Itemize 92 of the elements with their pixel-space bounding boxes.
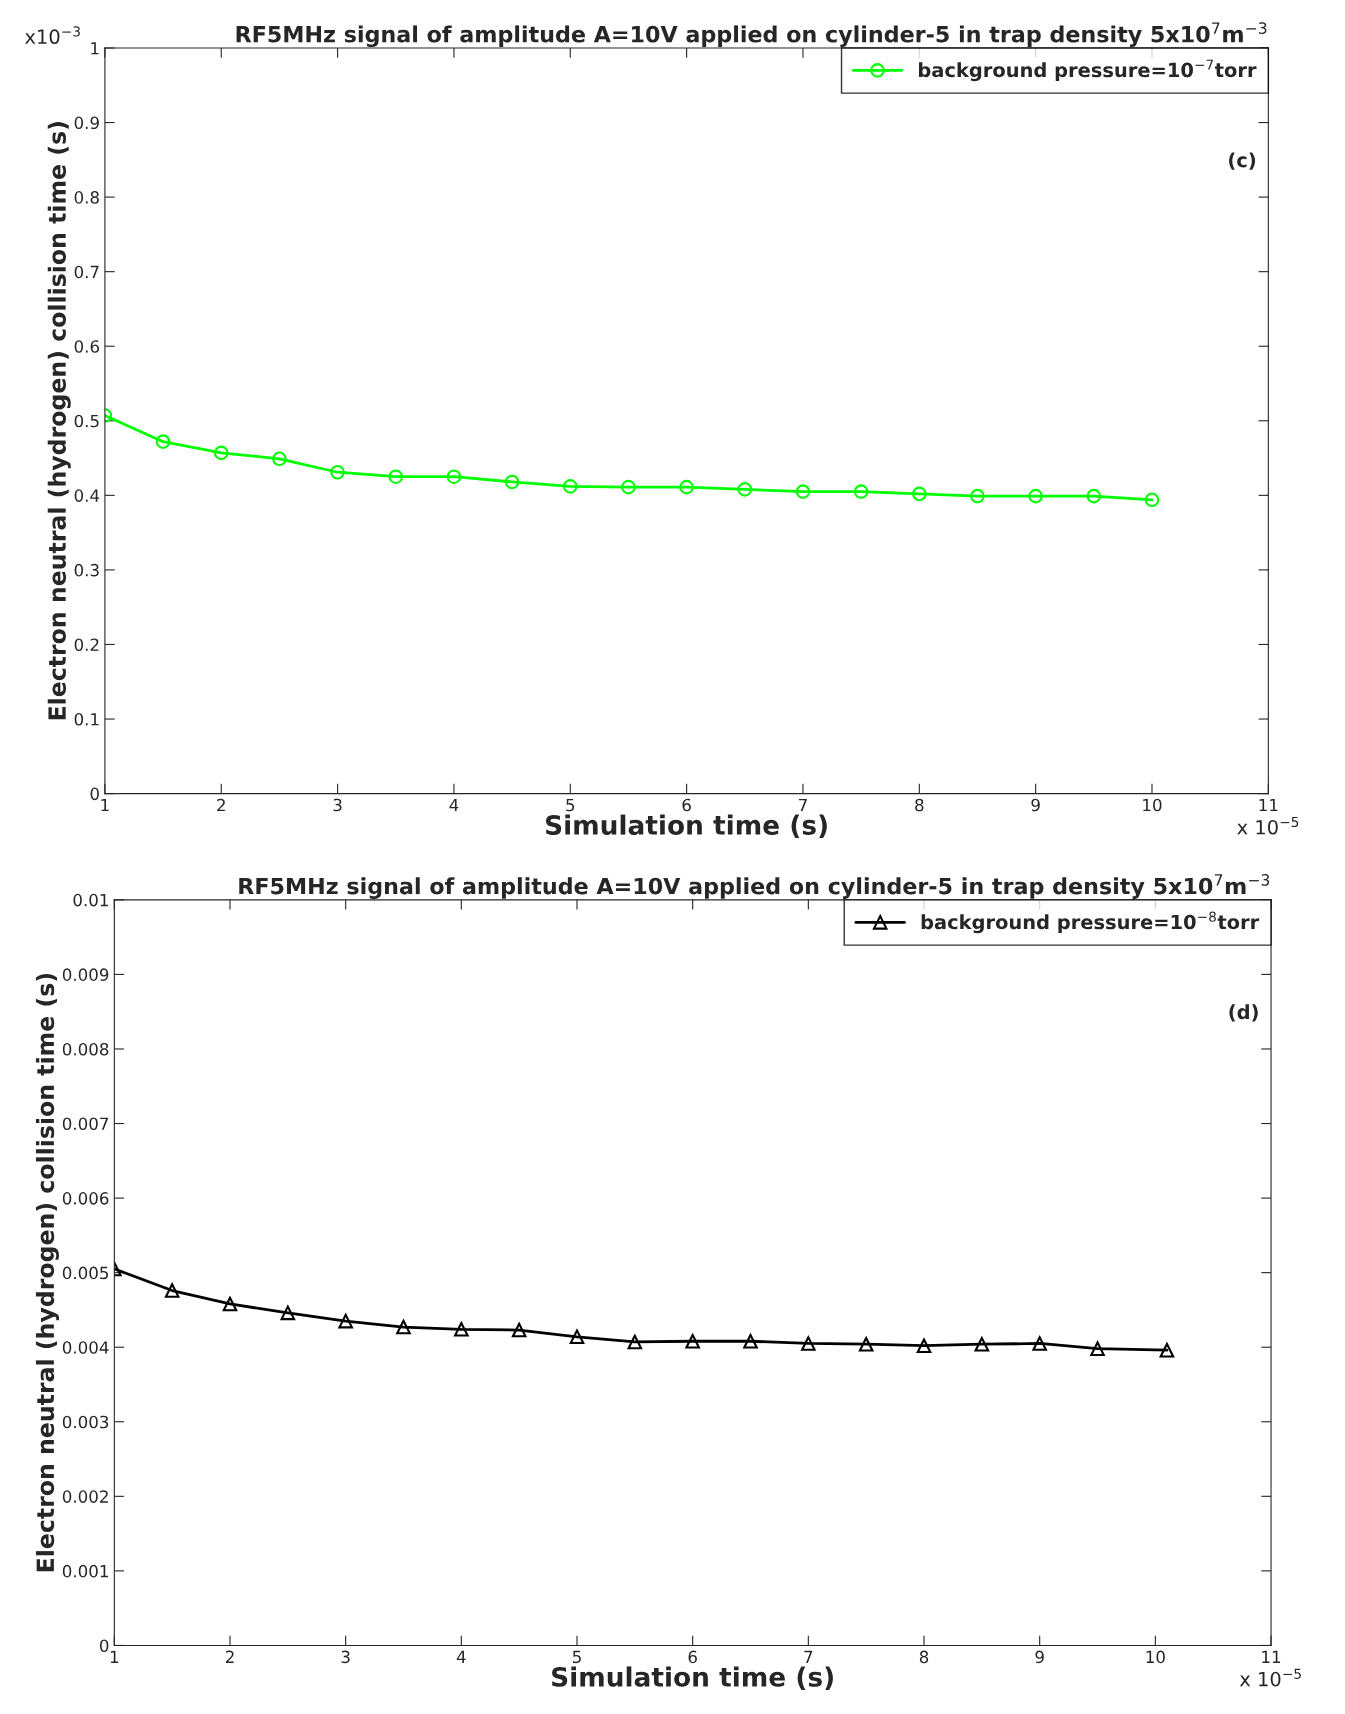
point bbox=[272, 451, 287, 467]
y-tick-label: 0 bbox=[90, 787, 99, 801]
x-tick-label: 5 bbox=[566, 798, 575, 812]
point bbox=[155, 434, 171, 449]
y-tick-label: 0.1 bbox=[74, 712, 99, 726]
y-tick-label: 0.006 bbox=[62, 1192, 109, 1205]
x-tick-label: 8 bbox=[919, 1650, 929, 1664]
point bbox=[1028, 488, 1043, 504]
y-axis-title: Electron neutral (hydrogen) collision time (s) bbox=[47, 122, 71, 720]
y-tick-label: 0.9 bbox=[74, 116, 99, 130]
chart-title: RF5MHz signal of amplitude A=10V applied on cylinder-5 in trap density 5x10$^{7}$m$^{−3}$ bbox=[239, 874, 1270, 899]
y-tick-label: 0.003 bbox=[62, 1415, 109, 1429]
text: x 10$^{−5}$ bbox=[1239, 1668, 1301, 1687]
point bbox=[454, 1322, 469, 1337]
x-tick-label: 11 bbox=[1259, 798, 1278, 812]
point bbox=[1144, 492, 1160, 508]
y-tick-label: 0.004 bbox=[62, 1341, 109, 1354]
x-axis-title: Simulation time (s) bbox=[552, 1666, 833, 1690]
point bbox=[853, 484, 869, 499]
x-tick-label: 9 bbox=[1035, 1650, 1044, 1664]
y-tick-label: 0.01 bbox=[73, 893, 108, 907]
x-tick-label: 7 bbox=[799, 798, 807, 812]
point bbox=[164, 1283, 180, 1298]
point bbox=[213, 445, 229, 461]
legend-label: background pressure=10$^{−7}$torr bbox=[919, 59, 1257, 82]
point bbox=[1090, 1341, 1105, 1356]
point bbox=[1032, 1336, 1047, 1351]
point bbox=[446, 469, 462, 484]
y-tick-label: 0.2 bbox=[74, 638, 99, 652]
y-tick-label: 0.007 bbox=[62, 1117, 109, 1131]
y-tick-label: 0.5 bbox=[74, 414, 99, 428]
point bbox=[511, 1322, 527, 1338]
point bbox=[737, 482, 753, 497]
y-tick-label: 0.002 bbox=[62, 1490, 108, 1503]
y-tick-label: 0.8 bbox=[74, 191, 99, 204]
x-tick-label: 1 bbox=[110, 1650, 119, 1663]
x-tick-label: 5 bbox=[572, 1650, 581, 1664]
point bbox=[916, 1338, 932, 1353]
point bbox=[504, 474, 520, 490]
point bbox=[330, 464, 345, 480]
point bbox=[970, 488, 985, 504]
point bbox=[562, 479, 578, 494]
text: x10$^{−3}$ bbox=[25, 26, 80, 45]
point bbox=[338, 1313, 353, 1329]
x-axis-title: Simulation time (s) bbox=[546, 814, 827, 839]
legend-label: background pressure=10$^{−8}$torr bbox=[921, 911, 1260, 934]
x-tick-label: 10 bbox=[1146, 1650, 1165, 1664]
x-tick-label: 9 bbox=[1031, 798, 1040, 812]
point bbox=[685, 1333, 700, 1349]
x-tick-label: 11 bbox=[1262, 1650, 1281, 1663]
x-tick-label: 8 bbox=[915, 798, 924, 812]
x-tick-label: 7 bbox=[804, 1650, 813, 1663]
x-tick-label: 2 bbox=[225, 1650, 234, 1663]
point bbox=[280, 1305, 296, 1321]
text: x 10$^{−5}$ bbox=[1237, 816, 1299, 835]
point bbox=[1159, 1342, 1175, 1358]
annotation: (c) bbox=[1229, 152, 1256, 170]
point bbox=[396, 1319, 411, 1335]
x-tick-label: 4 bbox=[449, 798, 459, 812]
annotation: (d) bbox=[1229, 1004, 1258, 1022]
point bbox=[974, 1336, 990, 1352]
point bbox=[858, 1336, 874, 1352]
x-tick-label: 2 bbox=[217, 798, 225, 812]
x-tick-label: 4 bbox=[456, 1650, 466, 1663]
y-tick-label: 0.009 bbox=[62, 968, 109, 981]
point bbox=[621, 479, 636, 495]
point bbox=[222, 1296, 238, 1312]
x-tick-label: 6 bbox=[682, 798, 691, 812]
x-tick-label: 6 bbox=[688, 1650, 697, 1664]
y-tick-label: 0 bbox=[99, 1639, 109, 1653]
point bbox=[679, 479, 694, 495]
point bbox=[627, 1334, 643, 1350]
x-tick-label: 3 bbox=[341, 1650, 350, 1664]
y-tick-label: 0.001 bbox=[62, 1564, 108, 1578]
x-tick-label: 3 bbox=[333, 798, 342, 812]
point bbox=[912, 486, 927, 502]
y-tick-label: 0.6 bbox=[74, 340, 99, 353]
point bbox=[388, 469, 404, 484]
point bbox=[569, 1329, 585, 1345]
chart-title: RF5MHz signal of amplitude A=10V applied on cylinder-5 in trap density 5x10$^{7}$m$^{−3}$ bbox=[236, 22, 1267, 48]
y-tick-label: 0.4 bbox=[74, 489, 100, 502]
y-tick-label: 0.3 bbox=[74, 563, 99, 577]
x-tick-label: 10 bbox=[1143, 798, 1162, 812]
point bbox=[795, 484, 811, 499]
point bbox=[1086, 488, 1102, 504]
point bbox=[743, 1333, 758, 1349]
y-tick-label: 0.005 bbox=[62, 1266, 109, 1280]
y-tick-label: 0.008 bbox=[62, 1042, 109, 1056]
point bbox=[801, 1336, 816, 1351]
y-tick-label: 0.7 bbox=[74, 265, 99, 279]
y-tick-label: 1 bbox=[91, 42, 99, 55]
y-axis-title: Electron neutral (hydrogen) collision time (s) bbox=[35, 973, 59, 1572]
